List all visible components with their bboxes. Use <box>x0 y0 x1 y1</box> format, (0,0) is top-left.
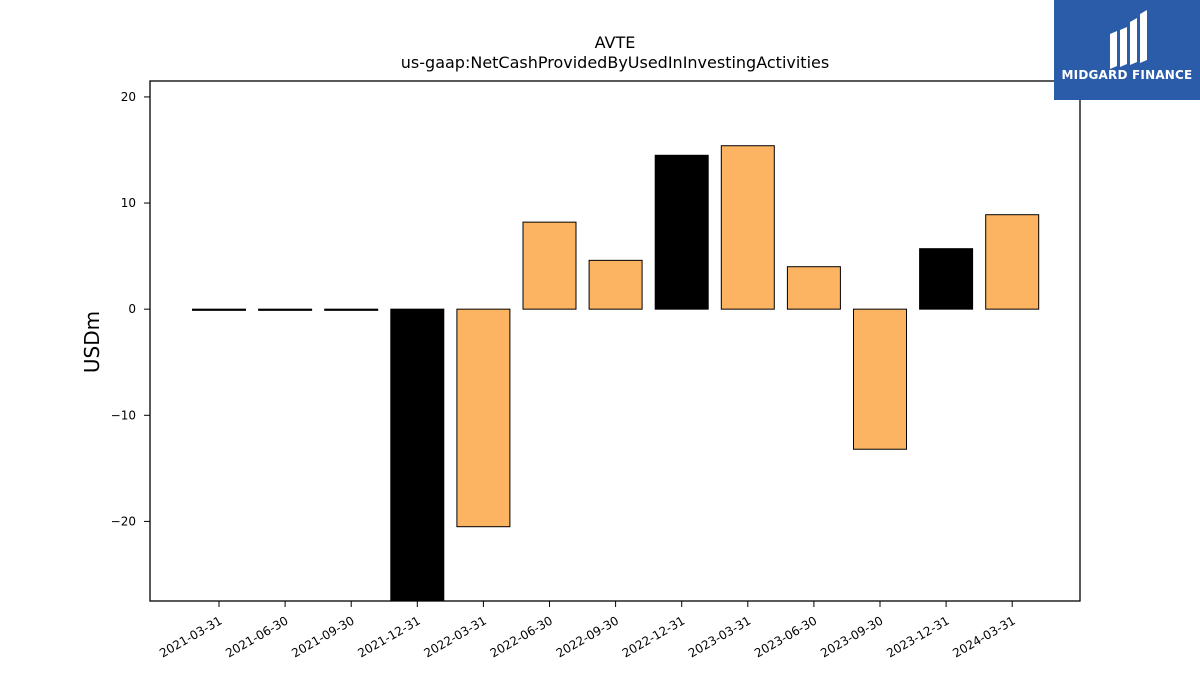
y-tick-label: −10 <box>111 408 136 422</box>
bar-2024-03-31 <box>985 214 1040 310</box>
plot-frame <box>149 80 1081 602</box>
x-tick-label: 2023-09-30 <box>818 613 885 660</box>
bars-group <box>192 145 1040 602</box>
bar-2023-09-30 <box>853 308 907 450</box>
x-tick-label: 2021-03-31 <box>157 613 224 660</box>
y-axis-label: USDm <box>80 311 104 373</box>
bar-2021-06-30 <box>258 308 313 311</box>
chart-subtitle: us-gaap:NetCashProvidedByUsedInInvesting… <box>401 53 829 72</box>
bar-2022-06-30 <box>522 221 577 310</box>
bar-2021-12-31 <box>390 308 445 602</box>
y-tick-label: 20 <box>121 90 136 104</box>
bar-2022-09-30 <box>588 259 643 310</box>
y-tick-label: 0 <box>128 302 136 316</box>
x-axis: 2021-03-312021-06-302021-09-302021-12-31… <box>157 601 1018 660</box>
bar-2022-12-31 <box>654 154 709 310</box>
x-tick-label: 2023-12-31 <box>884 613 951 660</box>
bar-2023-06-30 <box>786 266 841 310</box>
logo-mark-icon <box>1110 10 1147 69</box>
bar-2023-12-31 <box>919 248 974 310</box>
chart-title: AVTE <box>595 33 636 52</box>
x-tick-label: 2022-06-30 <box>488 613 555 660</box>
logo-text: MIDGARD FINANCE <box>1061 68 1193 82</box>
x-tick-label: 2023-06-30 <box>752 613 819 660</box>
bar-2022-03-31 <box>456 308 511 528</box>
x-tick-label: 2023-03-31 <box>686 613 753 660</box>
x-tick-label: 2022-09-30 <box>554 613 621 660</box>
y-tick-label: 10 <box>121 196 136 210</box>
x-tick-label: 2021-09-30 <box>289 613 356 660</box>
y-axis: 20 10 0 −10 −20 <box>111 90 150 528</box>
y-tick-label: −20 <box>111 514 136 528</box>
midgard-finance-logo: MIDGARD FINANCE <box>1054 0 1200 100</box>
x-tick-label: 2024-03-31 <box>950 613 1017 660</box>
bar-2021-09-30 <box>324 308 379 311</box>
x-tick-label: 2021-06-30 <box>223 613 290 660</box>
bar-2021-03-31 <box>192 308 246 311</box>
bar-2023-03-31 <box>720 145 775 310</box>
x-tick-label: 2021-12-31 <box>355 613 422 660</box>
x-tick-label: 2022-03-31 <box>421 613 488 660</box>
x-tick-label: 2022-12-31 <box>620 613 687 660</box>
